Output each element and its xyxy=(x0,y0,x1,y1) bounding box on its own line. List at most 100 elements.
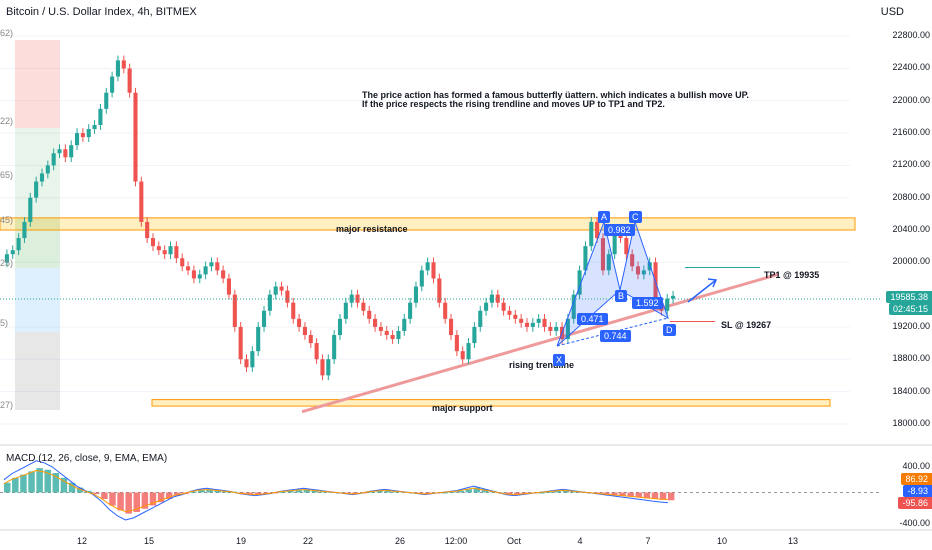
candle-body xyxy=(215,262,220,271)
candle-body xyxy=(624,238,629,255)
candle-body xyxy=(302,326,307,335)
candle-body xyxy=(92,125,97,130)
y-tick-label: 20000.00 xyxy=(892,256,930,267)
candle-body xyxy=(51,153,56,166)
candle-body xyxy=(665,298,670,311)
macd-histogram-bar xyxy=(659,492,667,500)
macd-histogram-bar xyxy=(651,492,659,499)
macd-histogram-bar xyxy=(76,487,84,493)
ratio-xb: 0.471 xyxy=(577,313,608,325)
candle-body xyxy=(378,326,383,331)
macd-histogram-bar xyxy=(416,492,424,494)
candle-body xyxy=(226,278,232,295)
candle-body xyxy=(484,302,489,311)
candle-body xyxy=(524,322,530,327)
candle-body xyxy=(86,129,91,138)
macd-histogram-bar xyxy=(457,490,464,493)
x-tick-label: 19 xyxy=(235,536,247,546)
candle-body xyxy=(285,290,290,303)
candle-body xyxy=(150,238,156,247)
candle-body xyxy=(478,310,483,327)
x-tick-label: 10 xyxy=(716,536,728,546)
candle-body xyxy=(291,302,296,319)
candle-body xyxy=(22,221,27,239)
macd-histogram-bar xyxy=(214,490,221,493)
candle-body xyxy=(443,302,448,319)
y-tick-label: 21600.00 xyxy=(892,127,930,138)
candle-body xyxy=(174,246,179,259)
candle-body xyxy=(221,270,226,279)
macd-histogram-bar xyxy=(12,477,19,493)
ratio-xd: 0.744 xyxy=(600,330,631,342)
candle-body xyxy=(139,181,144,222)
candle-body xyxy=(448,318,454,335)
candle-body xyxy=(402,318,407,331)
candle-body xyxy=(63,149,68,158)
candle-body xyxy=(162,250,167,255)
macd-histogram-bar xyxy=(157,492,165,503)
macd-histogram-bar xyxy=(238,492,246,494)
candle-body xyxy=(396,330,401,340)
candle-body xyxy=(530,322,535,327)
x-tick-label: 12 xyxy=(76,536,88,546)
macd-histogram-bar xyxy=(562,490,570,493)
candle-body xyxy=(489,294,494,303)
candle-body xyxy=(16,238,21,251)
macd-label: MACD (12, 26, close, 9, EMA, EMA) xyxy=(6,453,168,464)
candle-body xyxy=(308,335,313,344)
macd-histogram-bar xyxy=(603,492,610,495)
candle-body xyxy=(408,302,413,319)
candle-body xyxy=(419,270,424,287)
macd-histogram-bar xyxy=(190,491,197,493)
candle-body xyxy=(595,221,600,239)
fib-level-label: 45) xyxy=(0,215,14,225)
candle-body xyxy=(80,133,85,138)
x-tick-label: 12:00 xyxy=(444,536,468,546)
rising-trendline xyxy=(301,272,779,414)
macd-histogram-bar xyxy=(311,490,319,493)
macd-histogram-bar xyxy=(344,492,351,494)
y-tick-label: 18800.00 xyxy=(892,353,930,364)
candle-body xyxy=(437,278,442,303)
fib-zone-blue xyxy=(15,268,60,332)
macd-histogram-bar xyxy=(174,492,181,496)
macd-ytick-bottom: -400.00 xyxy=(899,518,930,528)
annotation-line-2: If the price respects the rising trendli… xyxy=(362,99,665,109)
tp1-label: TP1 @ 19935 xyxy=(764,270,820,280)
candle-body xyxy=(191,270,196,279)
candle-body xyxy=(244,359,249,368)
candle-body xyxy=(180,258,185,267)
countdown-tag: 02:45:15 xyxy=(888,303,932,315)
candle-body xyxy=(127,68,132,93)
fib-level-label: 22) xyxy=(0,116,14,126)
last-price-tag: 19585.38 xyxy=(886,291,932,303)
candle-body xyxy=(647,262,652,271)
x-tick-label: 4 xyxy=(577,536,583,546)
macd-histogram-bar xyxy=(505,492,513,495)
candle-body xyxy=(472,326,477,344)
candle-body xyxy=(501,302,506,311)
fib-level-label: 62) xyxy=(0,28,14,38)
macd-value-1: 86.92 xyxy=(901,473,932,485)
candle-body xyxy=(261,310,267,327)
trendline-label: rising trendline xyxy=(509,360,575,370)
point-d-label: D xyxy=(663,324,676,336)
arrow-shaft xyxy=(687,279,717,303)
macd-histogram-bar xyxy=(44,469,51,493)
macd-histogram-bar xyxy=(384,490,392,493)
macd-histogram-bar xyxy=(36,468,43,493)
candle-body xyxy=(267,294,272,311)
y-tick-label: 21200.00 xyxy=(892,159,930,170)
candle-body xyxy=(507,310,512,315)
macd-histogram-bar xyxy=(101,492,108,499)
macd-histogram-bar xyxy=(165,492,173,499)
candle-body xyxy=(548,326,553,331)
fib-level-label: 25) xyxy=(0,258,14,268)
macd-histogram-bar xyxy=(246,492,254,495)
macd-histogram-bar xyxy=(198,490,205,493)
candle-body xyxy=(466,343,471,360)
candle-body xyxy=(425,262,430,271)
macd-histogram-bar xyxy=(206,489,213,493)
candle-body xyxy=(413,286,419,303)
candle-body xyxy=(28,197,33,222)
